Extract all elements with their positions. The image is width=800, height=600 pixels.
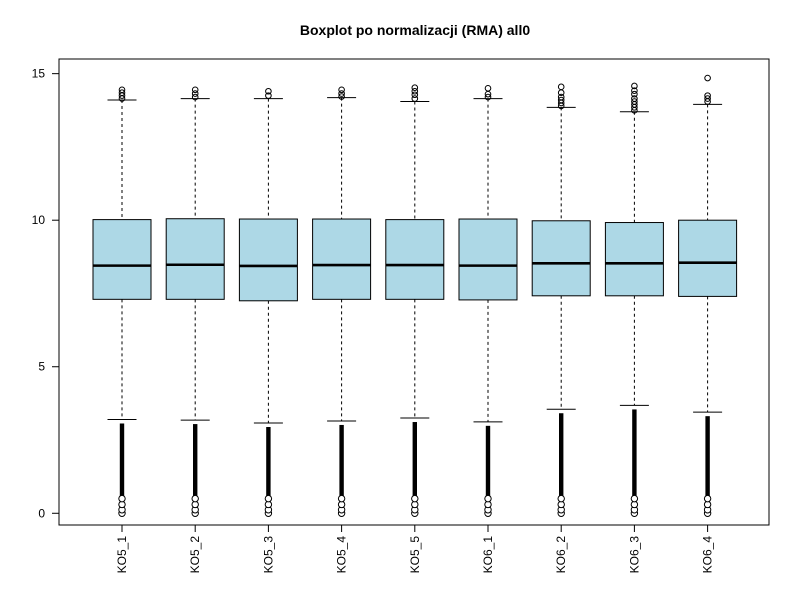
outlier-point [484, 93, 492, 101]
box [604, 222, 664, 297]
outlier-band [559, 413, 564, 514]
box [385, 219, 445, 300]
box [312, 218, 372, 300]
outlier-point [118, 494, 126, 503]
high-outliers [265, 87, 272, 99]
outlier-band [632, 409, 637, 514]
box [678, 219, 738, 297]
outlier-point [191, 86, 199, 94]
low-outliers [337, 424, 346, 517]
y-tick-label: 15 [32, 67, 46, 81]
box [92, 219, 152, 300]
box-group-ko6_4 [678, 74, 738, 517]
box-group-ko5_2 [165, 86, 225, 517]
box-group-ko5_4 [312, 86, 372, 517]
outlier-band [339, 424, 344, 514]
x-tick-label: KO5_1 [115, 536, 129, 574]
box [165, 218, 225, 300]
x-tick-label: KO5_4 [335, 536, 349, 574]
y-axis: 0 5 10 15 [32, 67, 60, 520]
low-outliers [557, 413, 565, 517]
outlier-point [265, 87, 272, 95]
box-group-ko5_1 [92, 86, 152, 517]
x-tick-label: KO6_2 [554, 536, 568, 574]
x-tick-label: KO6_3 [627, 536, 641, 574]
low-outliers [191, 424, 199, 517]
low-outliers [411, 422, 419, 517]
box-group-ko5_5 [385, 84, 445, 517]
high-outliers [118, 86, 126, 102]
outlier-band [193, 424, 198, 514]
outlier-band [119, 423, 125, 514]
box [458, 218, 518, 301]
outlier-point [411, 95, 419, 102]
outlier-point [338, 90, 345, 97]
outlier-band [705, 416, 710, 514]
y-tick-label: 10 [32, 213, 46, 227]
outlier-point [704, 95, 711, 102]
x-tick-label: KO5_2 [188, 536, 202, 574]
box-group-ko6_2 [531, 83, 591, 517]
high-outliers [704, 74, 711, 105]
box-group-ko6_1 [458, 85, 518, 517]
outlier-point [631, 87, 638, 94]
outlier-point [557, 83, 565, 91]
box-group-ko5_3 [238, 87, 298, 517]
outlier-point [631, 98, 638, 105]
outlier-point [557, 494, 565, 503]
x-axis: KO5_1 KO5_2 KO5_3 KO5_4 KO5_5 KO6_1 KO6_2 KO6_3… [115, 524, 715, 574]
outlier-point [411, 494, 419, 503]
outlier-point [631, 95, 638, 102]
outlier-point [338, 86, 345, 94]
outlier-point [411, 91, 419, 99]
low-outliers [484, 425, 492, 517]
outlier-point [118, 86, 126, 94]
outlier-point [703, 494, 712, 503]
outlier-point [630, 494, 639, 503]
outlier-point [411, 84, 419, 92]
outlier-band [485, 425, 491, 514]
box-group-ko6_3 [604, 82, 664, 517]
outlier-point [631, 82, 638, 90]
outlier-point [265, 92, 272, 99]
outlier-band [412, 422, 417, 514]
high-outliers [191, 86, 199, 101]
outlier-point [191, 93, 199, 101]
outlier-point [338, 93, 345, 100]
high-outliers [484, 85, 492, 101]
low-outliers [118, 423, 126, 517]
boxes [92, 74, 738, 517]
box [238, 218, 298, 302]
outlier-point [557, 93, 565, 101]
high-outliers [631, 82, 638, 114]
x-tick-label: KO5_3 [261, 536, 275, 574]
outlier-point [191, 494, 199, 503]
x-tick-label: KO6_1 [481, 536, 495, 574]
y-tick-label: 0 [38, 506, 45, 520]
high-outliers [338, 86, 345, 100]
x-tick-label: KO6_4 [701, 536, 715, 574]
outlier-point [191, 90, 199, 97]
outlier-point [118, 89, 126, 97]
outlier-point [484, 494, 492, 503]
outlier-point [337, 494, 346, 503]
y-tick-label: 5 [38, 360, 45, 374]
low-outliers [630, 409, 639, 517]
outlier-point [411, 87, 419, 95]
outlier-point [704, 92, 711, 99]
high-outliers [557, 83, 565, 110]
high-outliers [411, 84, 419, 102]
outlier-point [704, 74, 711, 82]
box [531, 220, 591, 297]
outlier-point [557, 96, 565, 104]
outlier-point [631, 90, 638, 98]
x-tick-label: KO5_5 [408, 536, 422, 574]
outlier-point [264, 494, 273, 503]
low-outliers [703, 416, 712, 517]
low-outliers [264, 427, 273, 517]
outlier-point [484, 85, 492, 92]
chart-title: Boxplot po normalizacji (RMA) all0 [300, 22, 530, 38]
outlier-band [266, 427, 271, 514]
